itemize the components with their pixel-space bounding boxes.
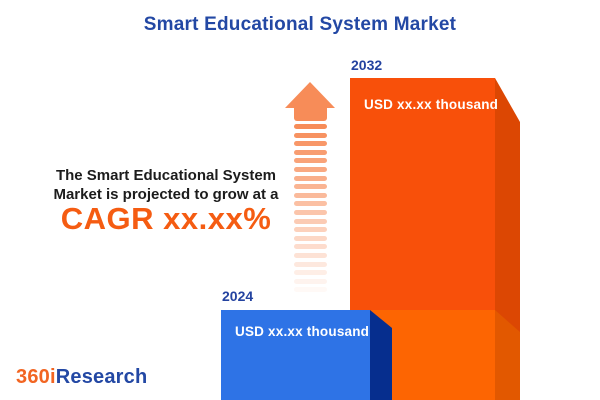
bar-2032-side-bottom [495,310,520,400]
bar-2024-side [370,310,392,400]
arrow-stripe [294,192,327,198]
arrow-fade-stripes [294,124,327,296]
arrow-stripe [294,270,327,276]
logo: 360iResearch [16,366,147,389]
growth-description-line2: Market is projected to grow at a [53,186,279,203]
arrow-stripe [294,227,327,233]
arrow-stripe [294,201,327,207]
cagr-value: CAGR xx.xx% [60,201,272,236]
arrow-stripe [294,166,327,172]
arrow-stripe [294,184,327,190]
arrow-stripe [294,261,327,267]
logo-part-research: Research [55,366,148,388]
bar-2024-front [221,310,370,400]
bar-2032-front-top [350,78,495,310]
arrow-stripe [294,124,327,129]
logo-part-360i: 360i [16,366,56,388]
arrow-stripe [294,209,327,215]
arrow-stripe [294,149,327,155]
arrow-stripe [294,252,327,258]
arrow-stripe [294,244,327,250]
arrow-stripe [294,141,327,147]
arrow-neck [294,105,327,121]
arrow-stripe [294,218,327,224]
arrow-stripe [294,158,327,164]
bar-2032-value-label: USD xx.xx thousand [364,97,499,112]
bar-2032-year-label: 2032 [351,57,383,73]
bar-2024-year-label: 2024 [222,288,254,304]
page-title: Smart Educational System Market [143,14,457,35]
arrow-stripe [294,175,327,181]
arrow-stripe [294,132,327,138]
growth-description-line1: The Smart Educational System [55,167,277,184]
bar-2024-value-label: USD xx.xx thousand [235,324,370,339]
arrow-stripe [294,287,327,293]
arrow-stripe [294,235,327,241]
growth-description: The Smart Educational System Market is p… [20,166,312,204]
arrow-stripe [294,278,327,284]
